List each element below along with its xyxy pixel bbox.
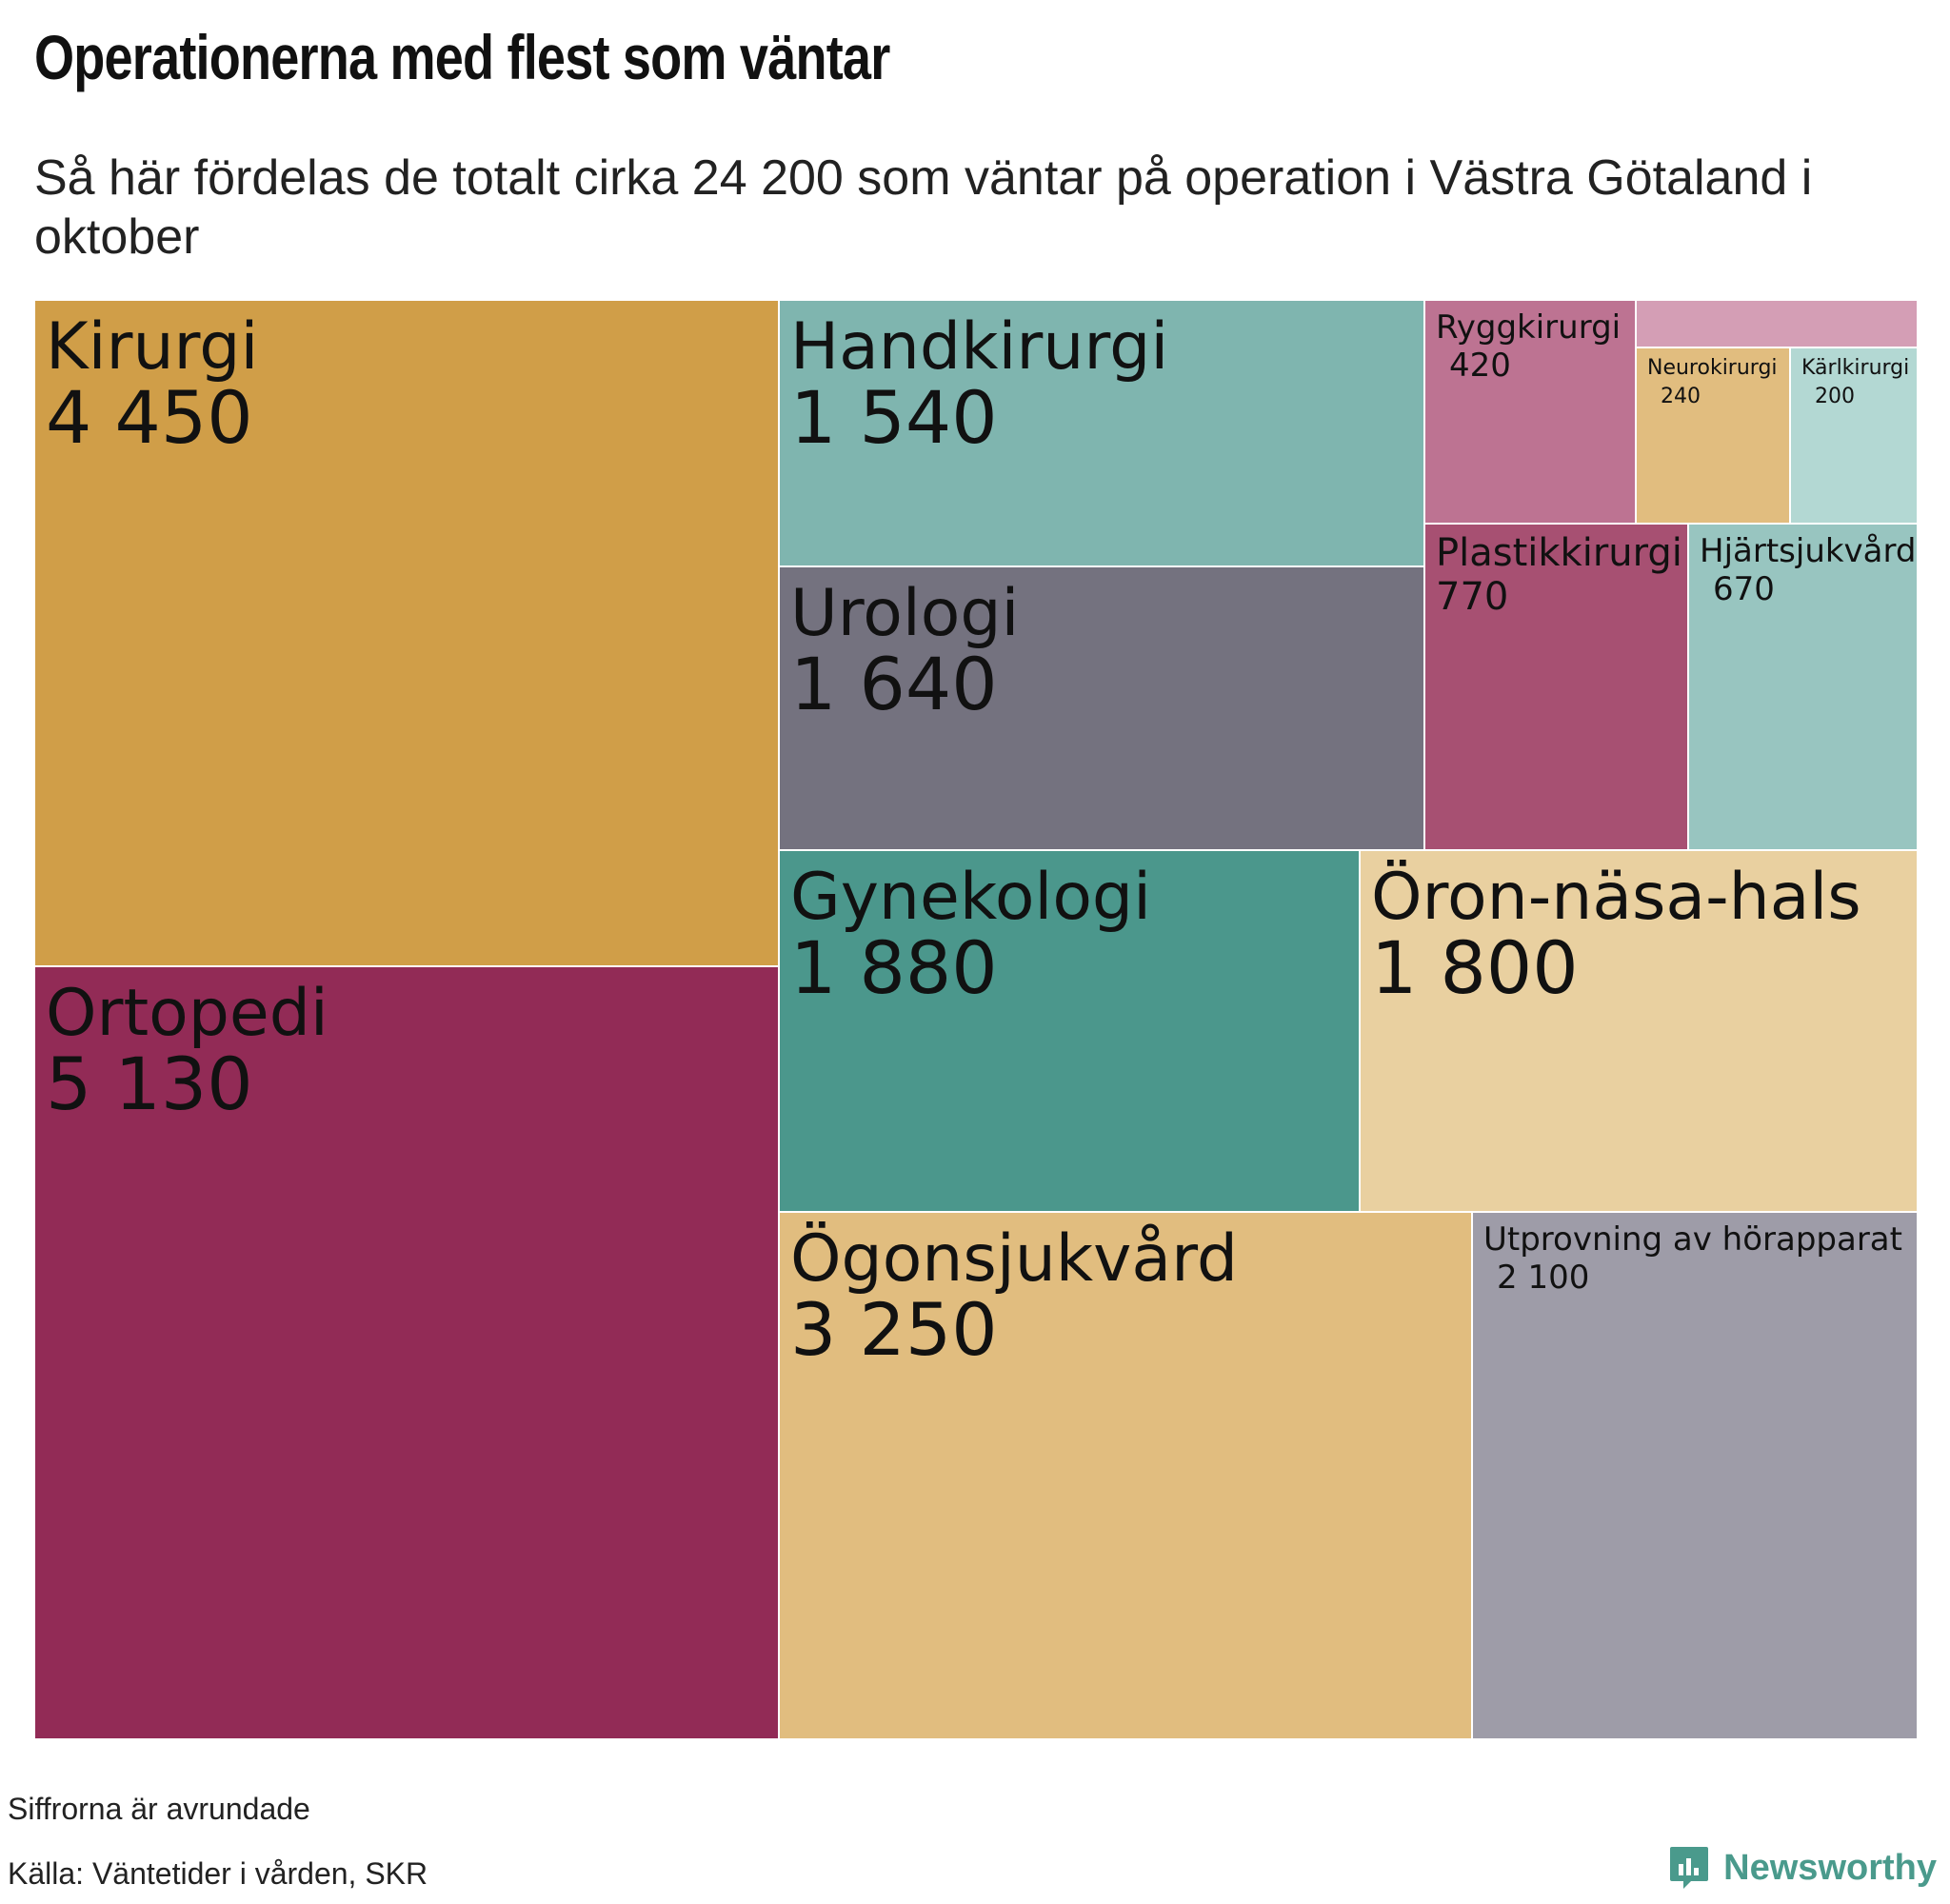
treemap-cell-value: 1 640 bbox=[790, 642, 998, 726]
brand-logo: Newsworthy bbox=[1668, 1845, 1937, 1891]
treemap-cell-label: Kirurgi bbox=[46, 309, 258, 385]
treemap-cell-value: 240 bbox=[1661, 385, 1701, 408]
treemap-cell-rect bbox=[778, 1211, 1473, 1739]
treemap-cell-label: Utprovning av hörapparat bbox=[1483, 1220, 1902, 1259]
treemap-cell-label: Gynekologi bbox=[790, 860, 1151, 935]
treemap-cell: Kärlkirurgi 200 bbox=[1789, 347, 1918, 525]
footnote: Siffrorna är avrundade bbox=[8, 1792, 310, 1826]
treemap-cell-rect bbox=[1635, 347, 1791, 525]
treemap-cell-rect bbox=[778, 849, 1361, 1213]
treemap-cell-rect bbox=[1423, 300, 1637, 525]
treemap-cell-rect bbox=[1471, 1211, 1918, 1739]
treemap-cell-label: Ryggkirurgi bbox=[1436, 308, 1621, 347]
treemap-cell-rect bbox=[1789, 347, 1918, 525]
treemap-cell-label: Plastikkirurgi bbox=[1436, 531, 1682, 575]
treemap-cell-rect bbox=[1635, 300, 1918, 348]
treemap-cell-label: Ögonsjukvård bbox=[790, 1221, 1238, 1297]
treemap-cell-label: Hjärtsjukvård bbox=[1700, 532, 1916, 570]
treemap-cell-label: Ortopedi bbox=[46, 976, 328, 1051]
treemap-cell-value: 200 bbox=[1815, 385, 1855, 408]
treemap-cell-rect bbox=[34, 300, 780, 967]
chart-subtitle: Så här fördelas de totalt cirka 24 200 s… bbox=[34, 150, 1813, 265]
treemap-cell-value: 5 130 bbox=[46, 1041, 253, 1126]
treemap-cell-value: 1 540 bbox=[790, 375, 998, 460]
treemap-cell: Neurokirurgi 240 bbox=[1635, 347, 1791, 525]
treemap-cell-value: 3 250 bbox=[790, 1287, 998, 1372]
brand-name: Newsworthy bbox=[1723, 1847, 1937, 1888]
treemap-cell-label: Urologi bbox=[790, 576, 1019, 651]
treemap-cell-rect bbox=[778, 565, 1425, 851]
treemap-cell-value: 4 450 bbox=[46, 375, 253, 460]
treemap-cell-label: Neurokirurgi bbox=[1647, 356, 1778, 380]
treemap-cell-value: 1 800 bbox=[1371, 925, 1579, 1010]
treemap-cell bbox=[1635, 300, 1918, 348]
treemap-cell-value: 1 880 bbox=[790, 925, 998, 1010]
treemap-cell-value: 770 bbox=[1436, 575, 1508, 619]
treemap-cell-rect bbox=[1359, 849, 1918, 1213]
treemap-cell-rect bbox=[1687, 523, 1918, 851]
treemap-cell-value: 2 100 bbox=[1497, 1259, 1589, 1297]
treemap-cell-rect bbox=[1423, 523, 1689, 851]
treemap-cell-label: Kärlkirurgi bbox=[1801, 356, 1909, 380]
treemap-cell-label: Handkirurgi bbox=[790, 309, 1168, 385]
newsworthy-logo-icon bbox=[1670, 1847, 1709, 1889]
treemap-cell-label: Öron-näsa-hals bbox=[1371, 860, 1861, 935]
treemap-cell-value: 670 bbox=[1713, 570, 1775, 608]
treemap-cell-value: 420 bbox=[1449, 347, 1511, 385]
chart-title: Operationerna med flest som väntar bbox=[34, 22, 890, 92]
treemap-cell-rect bbox=[34, 965, 780, 1739]
source-note: Källa: Väntetider i vården, SKR bbox=[8, 1856, 428, 1891]
